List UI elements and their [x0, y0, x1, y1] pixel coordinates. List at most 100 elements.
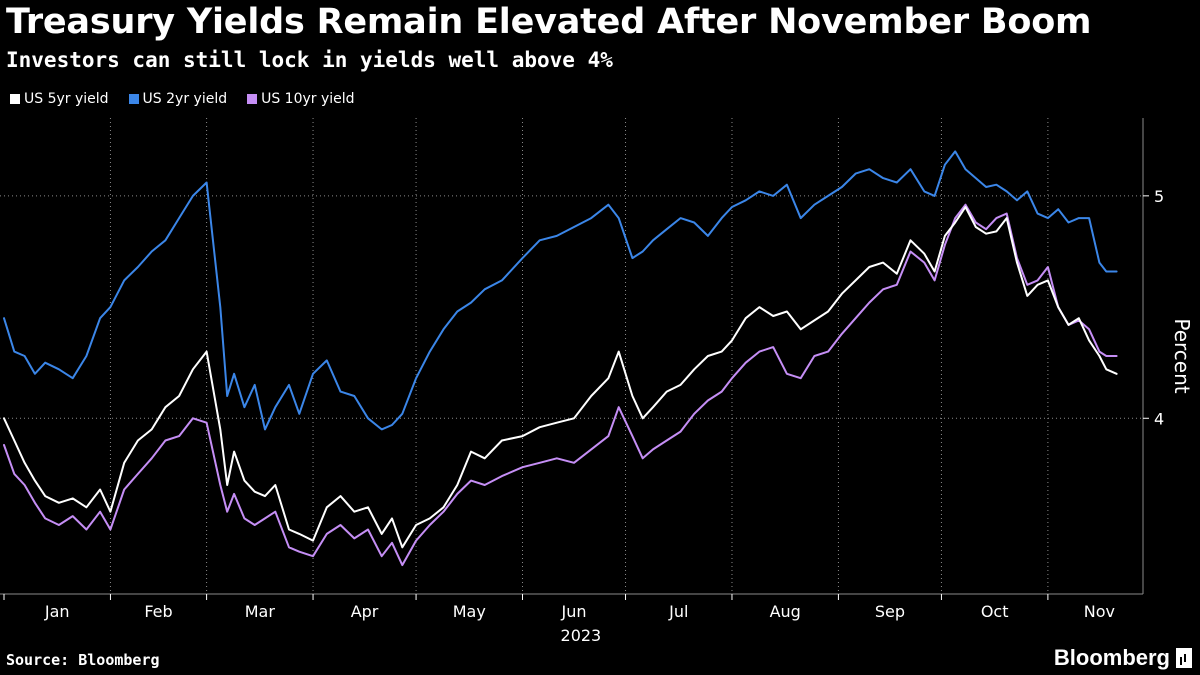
data-point-us10-78	[1006, 213, 1008, 215]
data-point-us2-67	[882, 177, 884, 179]
data-point-us10-29	[354, 538, 356, 540]
data-point-us5-38	[470, 451, 472, 453]
data-point-us10-31	[381, 555, 383, 557]
data-point-us5-27	[326, 507, 328, 509]
data-point-us5-53	[693, 369, 695, 371]
data-point-us5-4	[44, 495, 46, 497]
data-point-us5-40	[501, 440, 503, 442]
data-point-us2-44	[573, 226, 575, 228]
data-point-us10-62	[814, 355, 816, 357]
x-tick-label-aug: Aug	[770, 602, 801, 621]
data-point-us5-75	[975, 226, 977, 228]
data-point-us2-62	[814, 204, 816, 206]
data-point-us2-84	[1068, 222, 1070, 224]
data-point-us2-87	[1099, 262, 1101, 264]
data-point-us2-57	[745, 200, 747, 202]
data-point-us5-26	[312, 540, 314, 542]
data-point-us2-48	[632, 257, 634, 259]
data-point-us5-18	[226, 484, 228, 486]
data-point-us5-39	[484, 458, 486, 460]
data-point-us5-30	[367, 507, 369, 509]
data-point-us5-70	[924, 253, 926, 255]
data-point-us5-36	[443, 507, 445, 509]
data-point-us10-64	[841, 333, 843, 335]
data-point-us2-70	[924, 191, 926, 193]
data-point-us5-48	[632, 395, 634, 397]
y-axis-title: Percent	[1170, 318, 1194, 393]
series-layer	[3, 150, 1118, 567]
data-point-us2-8	[99, 317, 101, 319]
data-point-us2-68	[896, 182, 898, 184]
data-point-us10-61	[800, 377, 802, 379]
data-point-us10-37	[457, 493, 459, 495]
data-point-us5-34	[415, 524, 417, 526]
data-point-us5-58	[759, 306, 761, 308]
data-point-us10-80	[1027, 284, 1029, 286]
data-point-us5-60	[786, 311, 788, 313]
data-point-us10-13	[165, 440, 167, 442]
data-point-us2-72	[944, 164, 946, 166]
data-point-us2-85	[1078, 217, 1080, 219]
data-point-us5-21	[254, 491, 256, 493]
data-point-us5-42	[539, 426, 541, 428]
data-point-us10-32	[391, 542, 393, 544]
data-point-us10-10	[123, 489, 125, 491]
data-point-us2-46	[608, 204, 610, 206]
data-point-us10-15	[192, 418, 194, 420]
data-point-us2-78	[1006, 191, 1008, 193]
data-point-us2-29	[354, 395, 356, 397]
data-point-us2-71	[934, 195, 936, 197]
legend-label-us5: US 5yr yield	[24, 91, 109, 107]
data-point-us5-23	[275, 484, 277, 486]
data-point-us2-13	[165, 240, 167, 242]
data-point-us10-77	[996, 217, 998, 219]
data-point-us5-82	[1047, 280, 1049, 282]
data-point-us5-88	[1106, 369, 1108, 371]
data-point-us5-5	[58, 502, 60, 504]
data-point-us2-83	[1057, 208, 1059, 210]
data-point-us10-22	[264, 518, 266, 520]
data-point-us10-8	[99, 511, 101, 513]
y-tick-label-5: 5	[1154, 187, 1164, 206]
data-point-us10-40	[501, 475, 503, 477]
legend-swatch-us5	[10, 94, 20, 104]
grid-layer	[0, 118, 1143, 594]
data-point-us5-64	[841, 293, 843, 295]
data-point-us5-69	[910, 240, 912, 242]
data-point-us10-23	[275, 511, 277, 513]
source-note: Source: Bloomberg	[6, 651, 160, 669]
data-point-us10-11	[137, 473, 139, 475]
bloomberg-logo: Bloomberg	[1054, 645, 1192, 671]
data-point-us5-46	[608, 377, 610, 379]
data-point-us5-57	[745, 317, 747, 319]
data-point-us5-2	[24, 462, 26, 464]
data-point-us10-71	[934, 280, 936, 282]
data-point-us10-9	[110, 529, 112, 531]
data-point-us2-74	[965, 168, 967, 170]
data-point-us2-23	[275, 406, 277, 408]
data-point-us10-54	[707, 400, 709, 402]
data-point-us2-82	[1047, 217, 1049, 219]
data-point-us10-72	[944, 244, 946, 246]
data-point-us10-88	[1106, 355, 1108, 357]
data-point-us2-35	[429, 351, 431, 353]
data-point-us10-81	[1037, 280, 1039, 282]
data-point-us10-33	[402, 564, 404, 566]
data-point-us10-53	[693, 413, 695, 415]
data-point-us2-33	[402, 413, 404, 415]
data-point-us2-39	[484, 289, 486, 291]
legend-item-us5: US 5yr yield	[10, 91, 109, 107]
data-point-us2-27	[326, 360, 328, 362]
data-point-us10-44	[573, 462, 575, 464]
series-line-us5	[3, 206, 1118, 549]
data-point-us10-89	[1116, 355, 1118, 357]
x-tick-label-oct: Oct	[981, 602, 1009, 621]
data-point-us2-88	[1106, 271, 1108, 273]
data-point-us2-65	[855, 173, 857, 175]
data-point-us10-56	[731, 377, 733, 379]
data-point-us2-75	[975, 177, 977, 179]
data-point-us10-67	[882, 289, 884, 291]
data-point-us10-63	[827, 351, 829, 353]
data-point-us5-81	[1037, 284, 1039, 286]
data-point-us5-84	[1068, 324, 1070, 326]
